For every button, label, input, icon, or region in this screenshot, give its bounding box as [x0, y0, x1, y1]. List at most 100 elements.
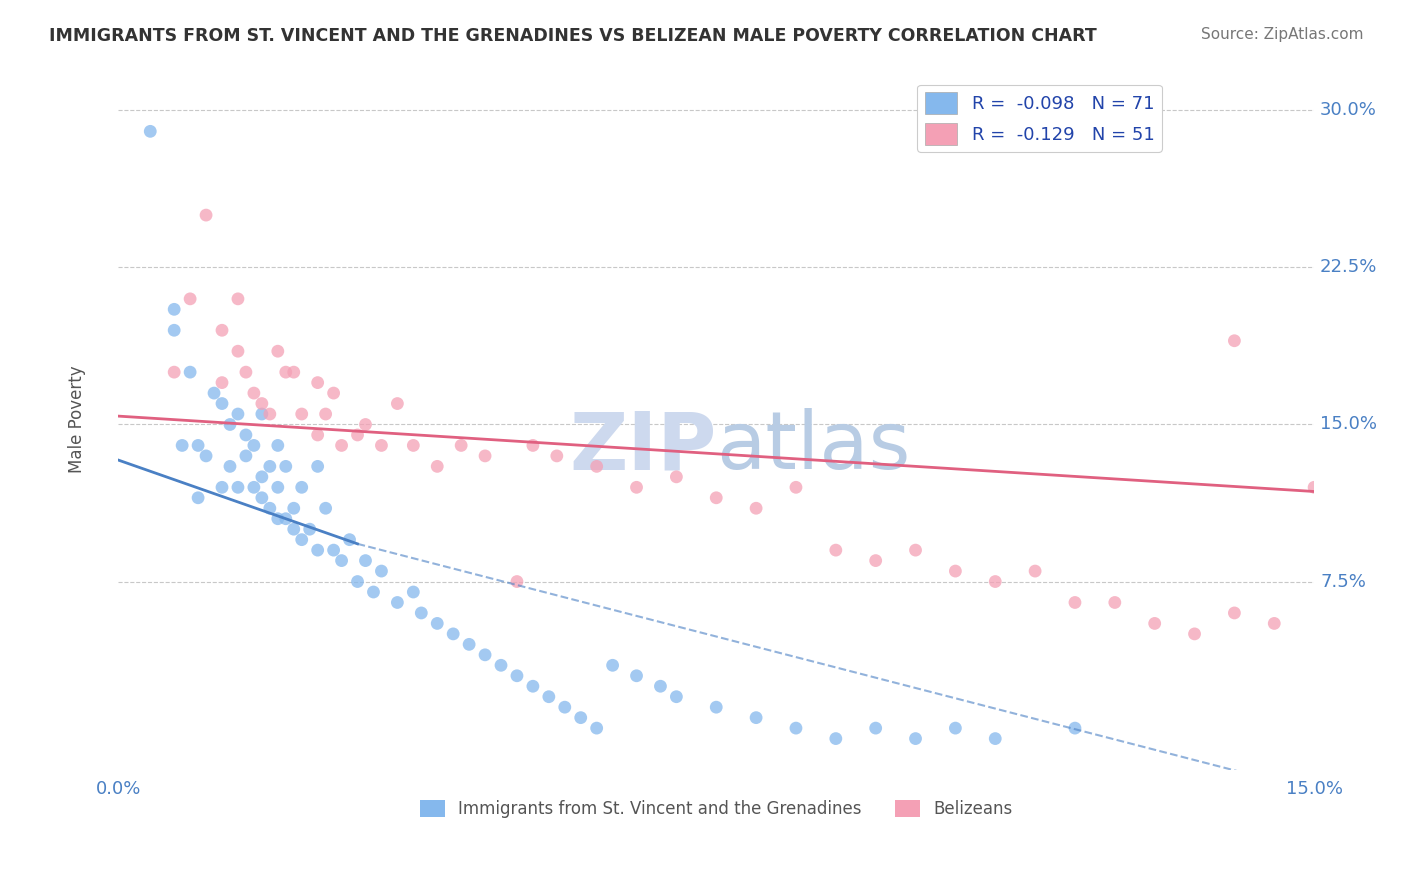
Point	[945, 721, 967, 735]
Point	[984, 574, 1007, 589]
Point	[522, 438, 544, 452]
Point	[139, 124, 162, 138]
Point	[267, 344, 290, 359]
Point	[219, 417, 242, 432]
Point	[402, 438, 425, 452]
Point	[267, 480, 290, 494]
Point	[506, 574, 529, 589]
Point	[283, 365, 305, 379]
Point	[370, 438, 392, 452]
Point	[274, 459, 297, 474]
Point	[665, 470, 688, 484]
Point	[1143, 616, 1166, 631]
Point	[259, 407, 281, 421]
Point	[704, 700, 727, 714]
Point	[370, 564, 392, 578]
Text: IMMIGRANTS FROM ST. VINCENT AND THE GRENADINES VS BELIZEAN MALE POVERTY CORRELAT: IMMIGRANTS FROM ST. VINCENT AND THE GREN…	[49, 27, 1097, 45]
Point	[339, 533, 361, 547]
Point	[1303, 480, 1326, 494]
Point	[187, 491, 209, 505]
Point	[569, 711, 592, 725]
Point	[984, 731, 1007, 746]
Point	[330, 438, 353, 452]
Point	[274, 512, 297, 526]
Point	[354, 417, 377, 432]
Point	[243, 480, 266, 494]
Point	[585, 459, 607, 474]
Point	[322, 543, 344, 558]
Point	[307, 543, 329, 558]
Point	[243, 438, 266, 452]
Point	[250, 407, 273, 421]
Point	[626, 480, 648, 494]
Point	[745, 711, 768, 725]
Point	[426, 616, 449, 631]
Point	[283, 522, 305, 536]
Point	[211, 323, 233, 337]
Point	[546, 449, 568, 463]
Point	[307, 428, 329, 442]
Point	[187, 438, 209, 452]
Text: 7.5%: 7.5%	[1320, 573, 1367, 591]
Point	[307, 459, 329, 474]
Point	[307, 376, 329, 390]
Point	[250, 470, 273, 484]
Point	[291, 533, 314, 547]
Point	[426, 459, 449, 474]
Text: 22.5%: 22.5%	[1320, 259, 1378, 277]
Point	[785, 480, 807, 494]
Point	[865, 721, 887, 735]
Point	[179, 292, 201, 306]
Point	[195, 208, 218, 222]
Point	[626, 669, 648, 683]
Text: atlas: atlas	[716, 409, 911, 486]
Point	[315, 407, 337, 421]
Point	[458, 637, 481, 651]
Point	[243, 386, 266, 401]
Point	[346, 574, 368, 589]
Point	[250, 491, 273, 505]
Point	[226, 344, 249, 359]
Point	[865, 553, 887, 567]
Point	[235, 428, 257, 442]
Point	[315, 501, 337, 516]
Point	[226, 292, 249, 306]
Point	[346, 428, 368, 442]
Point	[250, 396, 273, 410]
Point	[602, 658, 624, 673]
Point	[522, 679, 544, 693]
Point	[474, 648, 496, 662]
Point	[387, 595, 409, 609]
Point	[506, 669, 529, 683]
Point	[450, 438, 472, 452]
Point	[474, 449, 496, 463]
Point	[322, 386, 344, 401]
Legend: Immigrants from St. Vincent and the Grenadines, Belizeans: Immigrants from St. Vincent and the Gren…	[413, 793, 1019, 825]
Point	[179, 365, 201, 379]
Point	[1064, 595, 1087, 609]
Point	[489, 658, 512, 673]
Point	[1184, 627, 1206, 641]
Point	[267, 512, 290, 526]
Point	[904, 543, 927, 558]
Point	[291, 480, 314, 494]
Point	[745, 501, 768, 516]
Point	[259, 501, 281, 516]
Text: 30.0%: 30.0%	[1320, 102, 1376, 120]
Point	[330, 553, 353, 567]
Point	[163, 302, 186, 317]
Point	[226, 480, 249, 494]
Point	[211, 376, 233, 390]
Point	[267, 438, 290, 452]
Point	[1064, 721, 1087, 735]
Point	[354, 553, 377, 567]
Text: Male Poverty: Male Poverty	[67, 366, 86, 473]
Text: 15.0%: 15.0%	[1320, 416, 1376, 434]
Point	[554, 700, 576, 714]
Point	[235, 449, 257, 463]
Point	[904, 731, 927, 746]
Point	[172, 438, 194, 452]
Point	[402, 585, 425, 599]
Point	[785, 721, 807, 735]
Point	[163, 365, 186, 379]
